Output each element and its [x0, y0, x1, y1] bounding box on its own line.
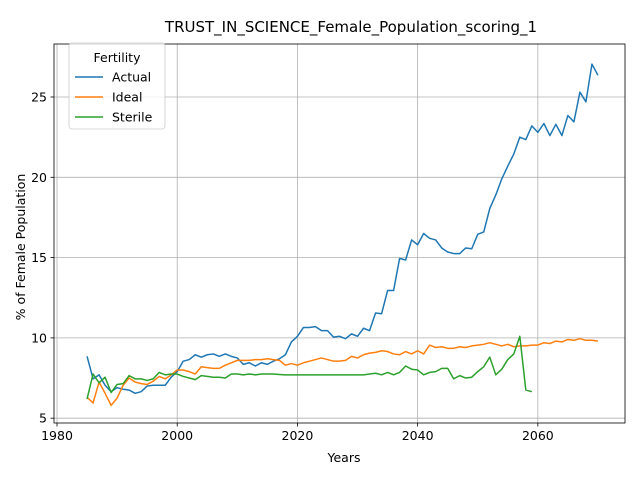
legend-label-ideal: Ideal [112, 90, 142, 105]
legend-box [68, 42, 166, 130]
chart-title: TRUST_IN_SCIENCE_Female_Population_scori… [164, 18, 537, 37]
y-axis-ticks: 5 10 15 20 25 [31, 89, 54, 426]
legend-label-actual: Actual [112, 70, 151, 85]
plot-frame [53, 43, 626, 424]
series-lines [86, 63, 599, 407]
legend-title: Fertility [94, 50, 142, 65]
legend: Fertility Actual Ideal Sterile [68, 42, 166, 130]
legend-items: Actual Ideal Sterile [75, 70, 153, 125]
y-tick-label: 15 [31, 250, 47, 265]
x-tick-label: 2020 [282, 428, 314, 443]
y-tick-label: 10 [31, 330, 47, 345]
y-axis-label: % of Female Population [13, 174, 28, 321]
legend-label-sterile: Sterile [112, 110, 153, 125]
series-line-sterile [86, 335, 533, 400]
y-tick-label: 25 [31, 89, 47, 104]
x-tick-label: 2060 [522, 428, 554, 443]
x-tick-label: 1980 [41, 428, 73, 443]
grid-lines [54, 44, 625, 423]
x-axis-label: Years [327, 450, 361, 465]
x-tick-label: 2040 [402, 428, 434, 443]
x-axis-ticks: 1980 2000 2020 2040 2060 [41, 423, 554, 443]
y-tick-label: 5 [39, 411, 47, 426]
series-line-actual [86, 63, 599, 395]
y-tick-label: 20 [31, 170, 47, 185]
x-tick-label: 2000 [161, 428, 193, 443]
